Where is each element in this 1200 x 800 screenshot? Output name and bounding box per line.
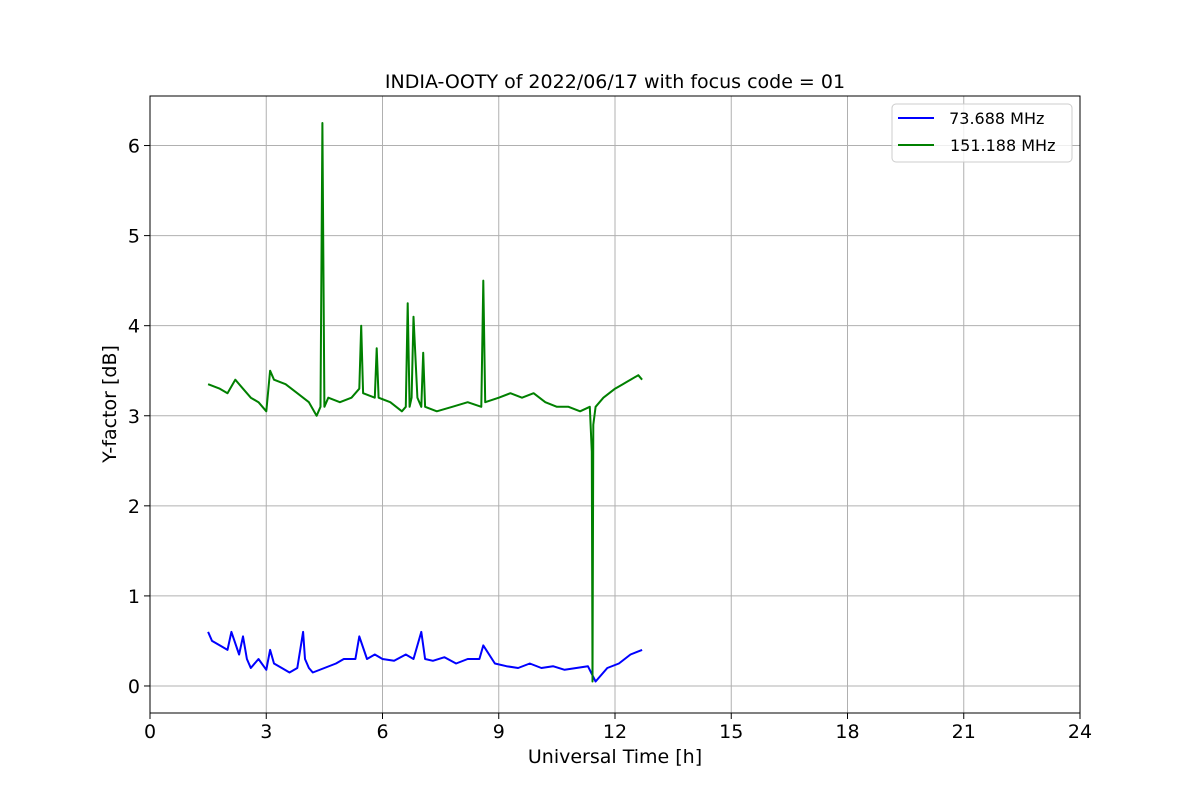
- x-tick-label: 21: [952, 721, 976, 743]
- x-tick-label: 12: [603, 721, 627, 743]
- y-tick-label: 5: [128, 226, 140, 248]
- legend: 73.688 MHz 151.188 MHz: [891, 103, 1073, 163]
- x-tick-label: 9: [493, 721, 505, 743]
- series-line-151188: [207, 122, 643, 683]
- legend-box: [891, 103, 1073, 163]
- y-tick-label: 3: [128, 406, 140, 428]
- y-tick-label: 1: [128, 586, 140, 608]
- x-tick-label: 6: [376, 721, 388, 743]
- series-line-73688: [207, 630, 643, 683]
- legend-label-151188: 151.188 MHz: [950, 136, 1055, 155]
- legend-label-73688: 73.688 MHz: [944, 109, 1044, 128]
- x-tick-label: 24: [1068, 721, 1092, 743]
- y-tick-label: 2: [128, 496, 140, 518]
- x-tick-label: 0: [144, 721, 156, 743]
- y-axis-label: Y-factor [dB]: [99, 345, 121, 464]
- x-tick-label: 18: [835, 721, 859, 743]
- series-layer: [207, 122, 643, 683]
- x-axis-label: Universal Time [h]: [528, 746, 702, 768]
- chart-title: INDIA-OOTY of 2022/06/17 with focus code…: [385, 71, 845, 93]
- y-tick-label: 6: [128, 136, 140, 158]
- x-tick-label: 3: [260, 721, 272, 743]
- y-tick-label: 4: [128, 316, 140, 338]
- x-tick-label: 15: [719, 721, 743, 743]
- y-tick-label: 0: [128, 676, 140, 698]
